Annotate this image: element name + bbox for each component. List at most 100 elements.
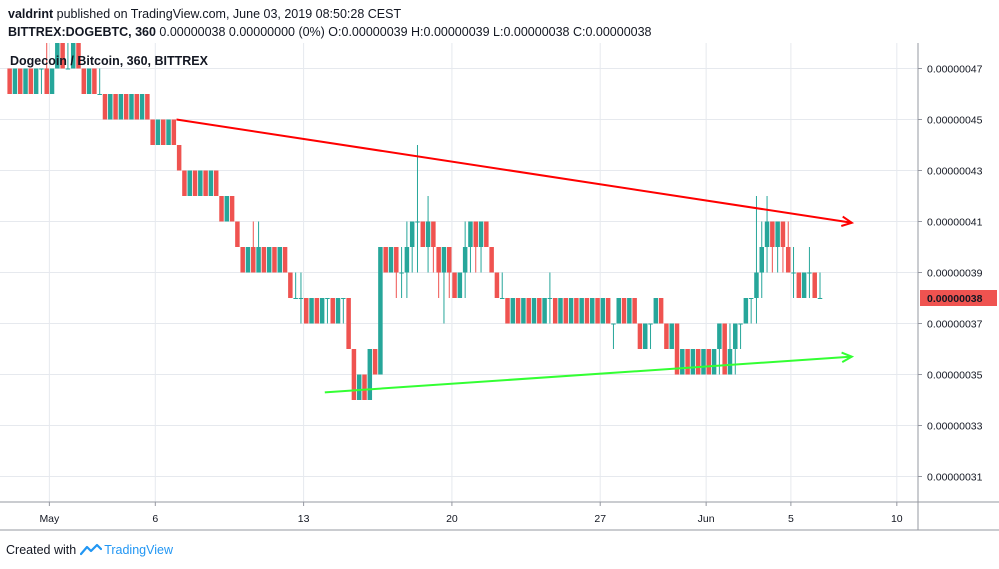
candle-body <box>39 68 44 70</box>
author-name[interactable]: valdrint <box>8 7 54 21</box>
candle-body <box>574 298 579 324</box>
resistance-arrowhead <box>840 215 855 227</box>
time-tick-label: 27 <box>594 513 606 525</box>
candle-body <box>245 247 251 273</box>
price-tick-label: 0.00000039 <box>927 268 983 280</box>
candle-body <box>499 298 505 299</box>
candle-body <box>7 68 12 94</box>
time-tick-label: 20 <box>446 513 458 525</box>
tradingview-logo-icon[interactable] <box>80 543 103 557</box>
candle-body <box>637 323 643 349</box>
candle-body <box>515 298 521 324</box>
candle-body <box>590 298 595 324</box>
candle-body <box>176 145 182 171</box>
candle-body <box>60 43 65 69</box>
candle-body <box>309 298 314 324</box>
last-price-label: 0.00000038 <box>920 290 997 306</box>
candle-body <box>627 298 632 324</box>
published-text: published on TradingView.com, June 03, 2… <box>56 7 402 21</box>
candle-body <box>166 119 171 145</box>
candle-body <box>208 170 214 196</box>
candle-body <box>409 221 415 247</box>
candle-body <box>796 272 802 298</box>
candle-body <box>563 298 569 324</box>
price-chart[interactable]: Dogecoin / Bitcoin, 360, BITTREX 0.00000… <box>0 0 999 540</box>
candle-body <box>733 323 738 349</box>
candle-body <box>462 247 468 273</box>
candle-body <box>489 247 494 273</box>
candle-body <box>420 221 426 247</box>
candle-body <box>526 298 531 324</box>
candle-body <box>605 298 611 324</box>
price-tick-label: 0.00000041 <box>927 217 983 229</box>
candle-body <box>28 68 34 94</box>
candle-body <box>505 298 510 324</box>
candle-body <box>187 170 192 196</box>
candle-body <box>97 94 102 95</box>
resistance-trendline <box>176 118 852 224</box>
candle-body <box>150 119 155 145</box>
support-arrowhead <box>841 351 855 363</box>
candle-body <box>81 68 87 94</box>
chart-title: Dogecoin / Bitcoin, 360, BITTREX <box>10 54 209 68</box>
candle-body <box>584 298 590 324</box>
candle-body <box>346 298 351 349</box>
candle-body <box>383 247 388 273</box>
time-axis[interactable]: May 6 13 20 27 Jun 5 10 <box>0 501 999 531</box>
candle-body <box>436 247 441 273</box>
candle-body <box>632 298 637 324</box>
candle-body <box>537 298 542 324</box>
candle-body <box>706 349 712 375</box>
candle-body <box>457 272 463 298</box>
candle-body <box>722 323 727 375</box>
symbol-line: BITTREX:DOGEBTC, 360 0.00000038 0.000000… <box>8 23 652 41</box>
candle-body <box>558 298 563 324</box>
candle-body <box>145 94 150 120</box>
candle-body <box>785 247 791 273</box>
candle-body <box>341 298 346 299</box>
candle-body <box>277 247 283 273</box>
candle-body <box>494 272 500 298</box>
candle-body <box>70 43 76 69</box>
candle-body <box>542 298 547 324</box>
price-tick-label: 0.00000037 <box>927 319 983 331</box>
tradingview-brand[interactable]: TradingView <box>104 543 173 557</box>
candle-body <box>155 119 161 145</box>
candle-body <box>261 247 267 273</box>
price-tick-label: 0.00000043 <box>927 166 983 178</box>
candle-body <box>478 221 484 247</box>
candle-body <box>717 323 722 349</box>
candle-body <box>139 94 145 120</box>
candle-body <box>134 94 140 120</box>
candle-body <box>669 323 674 349</box>
candle-body <box>378 247 383 375</box>
candle-body <box>595 298 600 324</box>
symbol-label: BITTREX:DOGEBTC, 360 <box>8 25 156 39</box>
candle-body <box>182 170 187 196</box>
price-axis[interactable]: 0.00000047 0.00000045 0.00000043 0.00000041… <box>917 43 983 530</box>
candle-body <box>743 298 749 324</box>
candle-body <box>330 298 335 324</box>
price-tick-label: 0.00000035 <box>927 370 983 382</box>
candle-body <box>812 272 817 298</box>
candle-body <box>452 272 457 298</box>
candle-body <box>759 247 765 273</box>
candle-body <box>219 196 224 222</box>
candle-body <box>653 298 659 324</box>
candle-body <box>685 349 690 375</box>
price-tick-label: 0.00000045 <box>927 115 983 127</box>
candle-body <box>394 247 399 273</box>
candle-body <box>738 323 743 325</box>
candle-body <box>198 170 203 196</box>
price-tick-label: 0.00000047 <box>927 64 983 76</box>
candle-body <box>727 349 733 375</box>
candle-body <box>701 349 706 375</box>
candle-body <box>616 298 621 324</box>
candle-body <box>695 349 701 375</box>
time-tick-label: 13 <box>298 513 310 525</box>
candle-body <box>102 94 108 120</box>
candle-body <box>229 196 235 222</box>
candle-body <box>674 323 680 375</box>
candle-body <box>351 349 357 400</box>
last-price-label-bg <box>920 290 997 306</box>
